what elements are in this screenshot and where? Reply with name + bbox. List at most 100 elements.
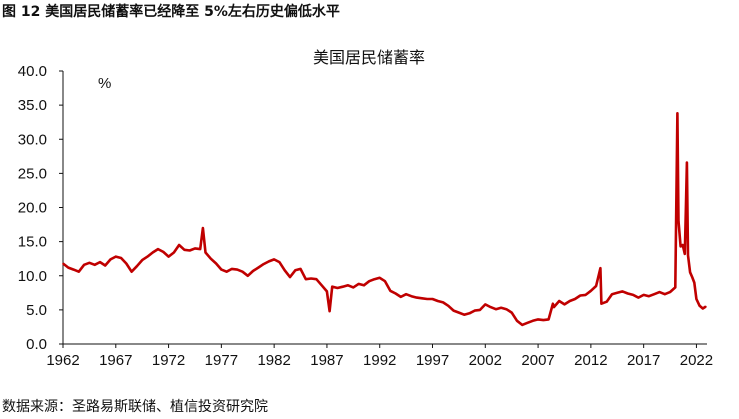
- data-point: [553, 306, 555, 308]
- data-point: [202, 227, 204, 229]
- x-tick-label: 1972: [152, 352, 185, 369]
- data-point: [78, 270, 80, 273]
- data-point: [526, 322, 529, 324]
- data-point: [648, 295, 650, 298]
- data-point: [326, 290, 328, 293]
- figure-caption: 图 12 美国居民储蓄率已经降至 5%左右历史偏低水平: [2, 4, 340, 20]
- data-point: [552, 302, 554, 305]
- data-point: [484, 303, 487, 306]
- data-point: [67, 266, 70, 269]
- data-point: [99, 261, 101, 263]
- data-point: [289, 276, 291, 278]
- data-point: [691, 276, 693, 278]
- data-point: [410, 295, 413, 298]
- data-point: [252, 270, 254, 272]
- data-point: [310, 277, 312, 280]
- y-tick-label: 5.0: [26, 302, 47, 319]
- data-point: [305, 278, 307, 281]
- chart-title: 美国居民储蓄率: [313, 48, 425, 67]
- y-axis-ticks: 0.0 5.0 10.0 15.0 20.0 25.0 30.0 35.0 40.0: [18, 63, 63, 353]
- data-point: [421, 297, 423, 300]
- data-point: [394, 292, 397, 295]
- data-point: [679, 245, 682, 248]
- data-point: [500, 307, 502, 309]
- data-point: [231, 268, 233, 270]
- x-tick-label: 1992: [363, 352, 396, 369]
- data-point: [283, 269, 286, 272]
- data-point: [616, 292, 619, 294]
- data-point: [442, 301, 444, 304]
- data-point: [431, 298, 434, 300]
- data-point: [278, 261, 281, 263]
- data-point: [199, 248, 201, 250]
- data-point: [516, 320, 518, 322]
- data-point: [162, 251, 165, 253]
- data-point: [687, 254, 689, 257]
- data-point: [468, 312, 471, 315]
- data-point: [653, 293, 655, 296]
- data-point: [637, 296, 640, 299]
- data-point: [342, 285, 344, 288]
- x-tick-label: 1977: [205, 352, 238, 369]
- y-tick-label: 25.0: [18, 165, 47, 182]
- data-point: [262, 263, 265, 265]
- data-point: [695, 298, 698, 300]
- data-point: [505, 308, 508, 311]
- data-point: [194, 247, 196, 250]
- data-point: [489, 306, 492, 308]
- data-point: [273, 258, 275, 261]
- data-point: [141, 259, 143, 261]
- y-tick-label: 20.0: [18, 200, 47, 217]
- data-point: [220, 268, 223, 271]
- y-unit-label: %: [98, 75, 111, 92]
- x-tick-label: 2007: [521, 352, 554, 369]
- data-point: [72, 268, 75, 271]
- x-tick-label: 2017: [627, 352, 660, 369]
- data-point: [315, 278, 318, 281]
- data-point: [621, 290, 624, 293]
- series-group: [62, 112, 707, 327]
- data-point: [320, 284, 323, 287]
- data-point: [109, 258, 112, 261]
- data-point: [136, 265, 138, 268]
- y-tick-label: 15.0: [18, 234, 47, 251]
- data-point: [331, 285, 334, 288]
- data-point: [389, 290, 392, 292]
- data-point: [294, 269, 297, 272]
- data-point: [268, 260, 270, 263]
- source-note: 数据来源：圣路易斯联储、植信投资研究院: [2, 399, 268, 415]
- data-point: [188, 249, 191, 252]
- data-point: [146, 255, 149, 258]
- x-tick-label: 1982: [257, 352, 290, 369]
- data-point: [681, 244, 684, 246]
- y-tick-label: 35.0: [18, 97, 47, 114]
- data-point: [368, 280, 371, 283]
- data-point: [437, 300, 439, 302]
- data-point: [689, 271, 691, 274]
- data-point: [352, 286, 355, 289]
- data-point: [595, 285, 597, 287]
- data-point: [225, 270, 228, 273]
- data-point: [83, 264, 85, 266]
- data-point: [698, 305, 701, 307]
- x-tick-label: 2022: [680, 352, 713, 369]
- data-point: [104, 264, 106, 267]
- y-tick-label: 0.0: [26, 336, 47, 353]
- data-point: [426, 298, 429, 300]
- data-point: [463, 313, 466, 316]
- data-point: [257, 266, 260, 269]
- y-tick-label: 30.0: [18, 131, 47, 148]
- x-tick-label: 2002: [469, 352, 502, 369]
- data-point: [473, 309, 476, 312]
- data-point: [400, 296, 402, 298]
- data-point: [702, 307, 704, 310]
- data-point: [115, 255, 117, 258]
- data-point: [674, 286, 677, 289]
- data-point: [183, 249, 186, 251]
- data-point: [599, 267, 602, 270]
- data-point: [611, 293, 613, 296]
- data-point: [547, 318, 550, 321]
- data-point: [677, 220, 680, 222]
- data-point: [686, 161, 688, 164]
